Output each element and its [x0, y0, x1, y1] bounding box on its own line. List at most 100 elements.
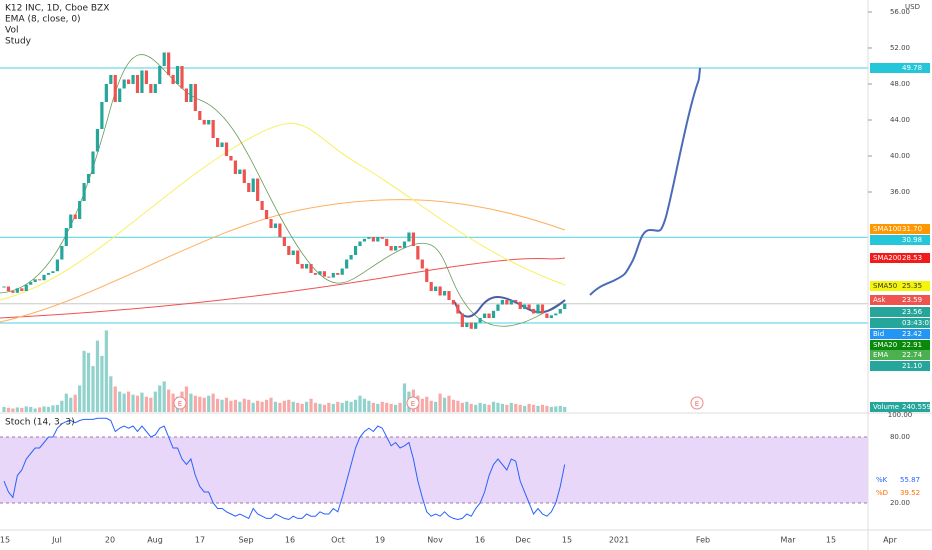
price-tag [870, 235, 930, 245]
volume-bar [64, 393, 68, 412]
candle [242, 169, 246, 184]
candle [309, 264, 313, 274]
price-tag-name: EMA [873, 351, 888, 359]
candle [558, 309, 562, 314]
candle [505, 300, 509, 305]
candle [362, 238, 367, 242]
candle [331, 273, 335, 278]
candle [380, 237, 384, 239]
price-tag [870, 350, 930, 360]
volume-bar [2, 406, 6, 412]
stoch-tag-value: 39.52 [900, 489, 920, 497]
price-tag-name: SMA20 [873, 341, 897, 349]
volume-bar [162, 381, 166, 412]
plot [2, 52, 567, 521]
candle [202, 119, 206, 125]
volume-tag-name: Volume [873, 403, 899, 411]
volume-bar [500, 403, 504, 412]
stoch-tag-name: %D [876, 489, 888, 497]
candle [469, 322, 473, 329]
candle [211, 119, 215, 138]
layers [0, 67, 868, 504]
volume-bar [514, 403, 518, 412]
candle [167, 52, 171, 75]
volume-bar [193, 395, 197, 412]
x-tick-label: 16 [285, 536, 295, 545]
currency: USD [905, 3, 920, 11]
candle [64, 228, 68, 247]
y-tick-label: 56.00 [890, 8, 910, 16]
price-tag-value: 22.74 [902, 351, 923, 359]
candle [109, 74, 113, 84]
candle [2, 286, 6, 288]
candle [518, 301, 522, 310]
candle [15, 288, 19, 293]
x-tick-label: 17 [195, 536, 205, 545]
stoch-tick-label: 80.00 [890, 433, 910, 441]
candle [313, 273, 318, 275]
candle [162, 52, 166, 66]
volume-bar [216, 398, 220, 412]
candle [113, 74, 117, 102]
price-tag-name: SMA50 [873, 282, 897, 290]
candle [86, 173, 91, 184]
x-tick-label: Mar [780, 536, 796, 545]
candle [140, 70, 144, 93]
volume-bar [247, 399, 251, 412]
volume-bar [491, 401, 496, 412]
price-tag [870, 318, 930, 328]
candle [402, 241, 407, 248]
volume-bar [118, 391, 122, 412]
y-tick-label: 40.00 [890, 152, 910, 160]
x-tick-label: Sep [238, 536, 253, 545]
candle [305, 264, 309, 269]
volume-bar [505, 404, 509, 412]
candle [55, 259, 59, 272]
candle [291, 250, 295, 256]
candle [322, 271, 326, 277]
price-tag-value: 23.59 [902, 296, 922, 304]
legend-item: EMA (8, close, 0) [5, 15, 81, 25]
y-tick-label: 52.00 [890, 44, 910, 52]
candle [60, 246, 64, 260]
volume-bar [60, 400, 64, 412]
candle [336, 273, 340, 275]
candle [189, 83, 193, 102]
volume-bar [109, 376, 113, 412]
volume-bar [336, 401, 340, 412]
volume-bar [496, 402, 500, 412]
volume-bar [322, 404, 326, 412]
volume-bar [131, 394, 135, 412]
candle [540, 304, 545, 314]
volume-bar [42, 406, 46, 412]
candle [260, 201, 264, 211]
candle [456, 304, 460, 314]
volume-bar [442, 397, 447, 412]
candle [420, 259, 424, 269]
candle [367, 237, 371, 239]
legend-item: Vol [5, 26, 18, 36]
candle [398, 246, 402, 248]
x-tick-label: Nov [427, 536, 443, 545]
y-tick-label: 44.00 [890, 116, 910, 124]
volume-bar [211, 393, 215, 412]
volume-bar [91, 366, 95, 412]
volume-bar [331, 403, 335, 412]
stoch-tag [870, 475, 898, 485]
candle [6, 286, 11, 292]
price-tag [870, 224, 930, 234]
volume-bar [465, 401, 469, 412]
volume-bar [345, 400, 349, 412]
candle [349, 255, 353, 260]
candle [131, 74, 135, 84]
candle [340, 268, 344, 275]
volume-bar [153, 391, 157, 412]
volume-bar [327, 402, 331, 412]
volume-bar [300, 403, 304, 412]
candle [224, 142, 229, 156]
candle [180, 65, 184, 89]
volume-bar [358, 395, 362, 412]
candle [29, 282, 33, 285]
price-tag-value: 30.98 [902, 236, 922, 244]
candle [149, 83, 153, 93]
